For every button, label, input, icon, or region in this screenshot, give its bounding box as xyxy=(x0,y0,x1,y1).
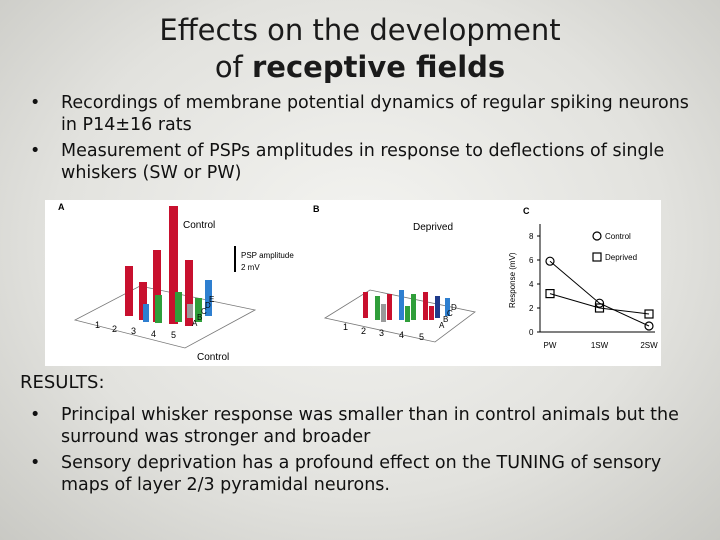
axis-letter: A xyxy=(439,321,445,330)
bar xyxy=(375,296,380,320)
ytick-label: 2 xyxy=(529,304,534,313)
scale-label-2: 2 mV xyxy=(241,263,260,272)
legend-label: Deprived xyxy=(605,253,637,262)
series-line xyxy=(549,260,650,327)
axis-number: 2 xyxy=(112,324,117,334)
axis-number: 1 xyxy=(343,322,348,332)
axis-number: 2 xyxy=(361,326,366,336)
title-line-1: Effects on the development xyxy=(159,13,561,47)
bar xyxy=(187,304,193,318)
panel-c-series xyxy=(545,256,654,331)
title-bold: receptive fields xyxy=(251,50,506,84)
ytick-label: 0 xyxy=(529,328,534,337)
results-bullet-list: • Principal whisker response was smaller… xyxy=(28,404,708,500)
bullet-item: • Principal whisker response was smaller… xyxy=(30,405,679,447)
bar xyxy=(423,292,428,320)
bar xyxy=(175,292,182,322)
data-point xyxy=(644,321,654,331)
data-point xyxy=(545,256,555,266)
bullet-icon: • xyxy=(30,405,41,425)
axis-letter: C xyxy=(201,307,207,316)
panel-a-label: Control xyxy=(183,220,215,231)
panel-b-label: Deprived xyxy=(413,222,453,233)
panel-a-bars xyxy=(125,206,212,326)
bar xyxy=(205,280,212,316)
axis-number: 3 xyxy=(131,326,136,336)
ytick-label: 8 xyxy=(529,232,534,241)
bar xyxy=(195,298,202,322)
bar xyxy=(169,206,178,324)
bar xyxy=(411,294,416,320)
bar xyxy=(363,292,368,318)
ytick-label: 6 xyxy=(529,256,534,265)
axis-letter: E xyxy=(209,295,214,304)
axis-number: 3 xyxy=(379,328,384,338)
xtick-label: 1SW xyxy=(591,341,609,350)
bullet-icon: • xyxy=(30,453,41,473)
bullet-icon: • xyxy=(30,93,41,113)
bar xyxy=(429,306,434,320)
panel-c-ylabel: Response (mV) xyxy=(508,252,517,308)
results-heading: RESULTS: xyxy=(20,372,105,393)
axis-letter: D xyxy=(205,301,211,310)
xtick-label: 2SW xyxy=(640,341,658,350)
panel-a-bottom-label: Control xyxy=(197,352,229,363)
bullet-icon: • xyxy=(30,141,41,161)
data-point xyxy=(644,309,654,319)
panel-c-legend: Control Deprived xyxy=(592,231,637,262)
panel-c-letter: C xyxy=(523,206,530,216)
axis-letter: B xyxy=(197,313,202,322)
panel-a-letter: A xyxy=(58,202,65,212)
bullet-item: • Recordings of membrane potential dynam… xyxy=(30,93,689,135)
figure-svg: A Control PSP amplitude 2 mV 1 2 3 4 5 A… xyxy=(58,202,659,363)
bullet-item: • Measurement of PSPs amplitudes in resp… xyxy=(30,141,665,183)
axis-letter: C xyxy=(447,309,453,318)
axis-letter: A xyxy=(192,319,198,328)
bar xyxy=(387,294,392,320)
data-point xyxy=(594,298,605,308)
scale-label-1: PSP amplitude xyxy=(241,251,294,260)
bar xyxy=(445,298,450,316)
bullet-item: • Sensory deprivation has a profound eff… xyxy=(30,453,662,495)
axis-number: 4 xyxy=(151,329,156,339)
axis-number: 5 xyxy=(171,330,176,340)
axis-letter: B xyxy=(443,315,448,324)
bar xyxy=(381,304,386,322)
legend-label: Control xyxy=(605,232,631,241)
legend-square-icon xyxy=(592,252,602,262)
data-point xyxy=(594,303,605,313)
bar xyxy=(435,296,440,318)
legend-circle-icon xyxy=(592,231,602,241)
axis-number: 5 xyxy=(419,332,424,342)
bar xyxy=(125,266,133,316)
xtick-label: PW xyxy=(544,341,557,350)
bar xyxy=(155,295,162,323)
axis-letter: D xyxy=(451,303,457,312)
bar xyxy=(139,282,147,320)
panel-b-bars xyxy=(363,290,450,322)
panel-a-floor xyxy=(73,285,257,349)
title-line-2: of receptive fields xyxy=(214,50,506,84)
axis-number: 1 xyxy=(95,320,100,330)
panel-b-letter: B xyxy=(313,204,320,214)
slide-title: Effects on the development of receptive … xyxy=(0,12,720,86)
bar xyxy=(185,260,193,326)
panel-c-yticks: 0 2 4 6 8 xyxy=(529,232,540,337)
series-line xyxy=(549,293,650,315)
top-bullet-list: • Recordings of membrane potential dynam… xyxy=(28,92,708,188)
data-point xyxy=(545,288,555,299)
figure-panel: A Control PSP amplitude 2 mV 1 2 3 4 5 A… xyxy=(45,200,661,366)
bar xyxy=(153,250,161,322)
axis-number: 4 xyxy=(399,330,404,340)
bar xyxy=(399,290,404,320)
panel-c-xticks: PW 1SW 2SW xyxy=(544,341,659,350)
panel-b-floor xyxy=(323,289,476,343)
ytick-label: 4 xyxy=(529,280,534,289)
bar xyxy=(143,304,149,322)
bar xyxy=(405,306,410,322)
